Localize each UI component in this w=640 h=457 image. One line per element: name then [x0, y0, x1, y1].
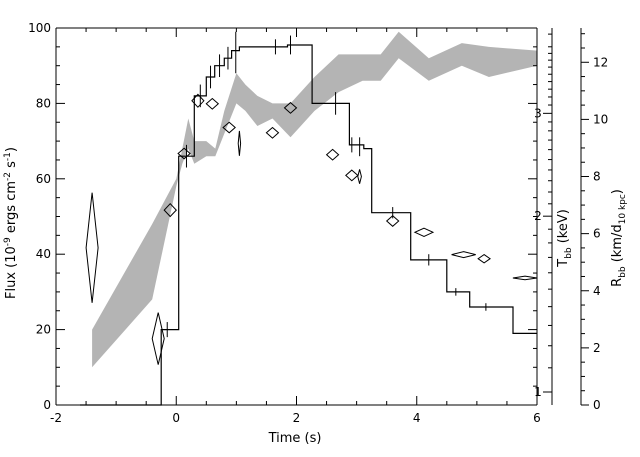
temperature-axis-label: Tbb (keV): [556, 209, 574, 268]
temperature-point: [325, 148, 340, 161]
temperature-point: [512, 275, 538, 281]
temperature-point: [151, 312, 165, 365]
radius-axis-label: Rbb (km/d10 kpc): [610, 189, 628, 287]
temperature-point: [345, 169, 359, 182]
left-axis-label: Flux (10-9 ergs cm-2 s-1): [3, 147, 19, 299]
y-tick-label: 80: [36, 96, 51, 110]
radius-band-layer: [92, 31, 537, 368]
x-tick-label: 0: [172, 411, 180, 425]
x-tick-label: 4: [413, 411, 421, 425]
temperature-point: [205, 97, 220, 110]
temperature-point: [191, 93, 205, 108]
x-tick-label: -2: [50, 411, 62, 425]
temperature-point: [222, 121, 236, 134]
x-tick-label: 6: [533, 411, 541, 425]
temperature-point: [163, 202, 177, 218]
temperature-point: [265, 126, 280, 139]
radius-tick-label: 2: [593, 341, 601, 355]
radius-tick-label: 10: [593, 112, 608, 126]
radius-tick-label: 12: [593, 55, 608, 69]
temperature-point: [85, 192, 99, 303]
axes-layer: [55, 27, 589, 406]
x-tick-label: 2: [293, 411, 301, 425]
flux-histogram-layer: [80, 31, 537, 406]
temperature-tick-label: 3: [534, 106, 542, 120]
radius-tick-label: 0: [593, 398, 601, 412]
temperature-point: [283, 101, 298, 114]
x-axis-label: Time (s): [268, 431, 322, 446]
radius-band: [92, 31, 537, 368]
temperature-point: [237, 130, 242, 156]
radius-tick-label: 8: [593, 170, 601, 184]
temperature-tick-label: 1: [534, 385, 542, 399]
flux-histogram-line: [80, 44, 537, 406]
temperature-points-layer: [85, 93, 538, 365]
y-tick-label: 20: [36, 323, 51, 337]
radius-tick-label: 6: [593, 227, 601, 241]
temperature-point: [413, 227, 435, 238]
temperature-point: [451, 251, 476, 259]
y-tick-label: 40: [36, 247, 51, 261]
temperature-point: [385, 215, 400, 227]
y-tick-label: 60: [36, 172, 51, 186]
radius-tick-label: 4: [593, 284, 601, 298]
y-tick-label: 0: [43, 398, 51, 412]
temperature-point: [357, 169, 362, 184]
y-tick-label: 100: [28, 21, 51, 35]
temperature-point: [477, 253, 491, 264]
temperature-point: [177, 147, 191, 160]
temperature-tick-label: 2: [534, 209, 542, 223]
